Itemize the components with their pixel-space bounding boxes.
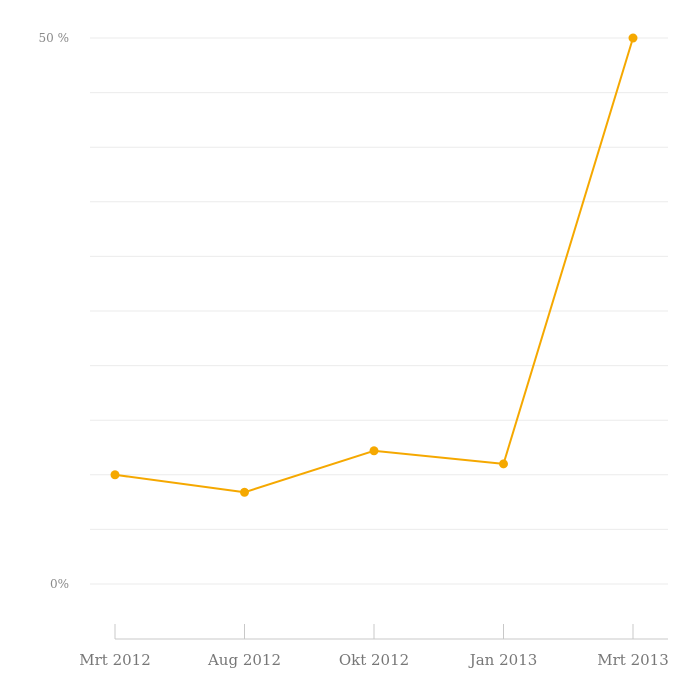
data-point[interactable]: [110, 470, 120, 480]
series-group: [110, 33, 638, 497]
data-point[interactable]: [369, 446, 379, 456]
x-tick-label: Jan 2013: [468, 651, 538, 669]
x-tick-label: Okt 2012: [339, 651, 409, 669]
data-point[interactable]: [628, 33, 638, 43]
grid-lines: [90, 37, 668, 585]
x-axis-labels: Mrt 2012 Aug 2012 Okt 2012 Jan 2013 Mrt 2013: [79, 651, 669, 669]
series-line: [114, 37, 634, 494]
x-axis: [114, 624, 668, 640]
x-tick-label: Mrt 2013: [597, 651, 669, 669]
y-axis-labels: 0% 50 %: [39, 31, 70, 591]
data-point[interactable]: [240, 487, 249, 497]
y-tick-label: 50 %: [39, 31, 70, 45]
data-point[interactable]: [499, 459, 508, 469]
x-tick-label: Aug 2012: [207, 651, 281, 669]
y-tick-label: 0%: [50, 577, 69, 591]
x-tick-label: Mrt 2012: [79, 651, 151, 669]
